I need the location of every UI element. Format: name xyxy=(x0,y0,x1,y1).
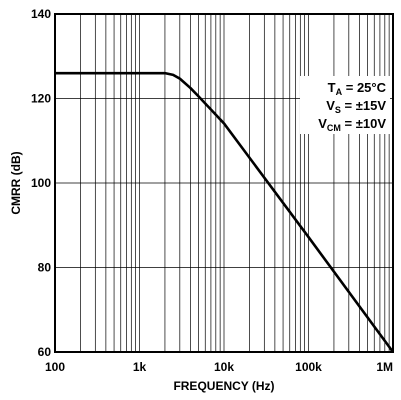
cmrr-curve xyxy=(55,71,395,353)
annotation-vcm: VCM = ±10V xyxy=(318,116,386,133)
y-tick-label: 60 xyxy=(38,345,52,359)
y-tick-label: 80 xyxy=(38,261,52,275)
x-tick-label: 100k xyxy=(295,360,322,374)
y-tick-label: 120 xyxy=(31,92,51,106)
annotation-background xyxy=(300,76,390,134)
plot-frame xyxy=(54,13,394,353)
x-tick-label: 100 xyxy=(45,360,65,374)
annotation-ta: TA = 25°C xyxy=(328,80,387,97)
curve-layer xyxy=(55,71,395,353)
y-tick-label: 100 xyxy=(31,176,51,190)
x-tick-label: 10k xyxy=(214,360,234,374)
x-tick-label: 1k xyxy=(133,360,147,374)
x-axis-label: FREQUENCY (Hz) xyxy=(173,379,274,393)
grid-lines xyxy=(54,13,394,353)
y-tick-labels: 60 80 100 120 140 xyxy=(31,7,51,359)
x-tick-labels: 100 1k 10k 100k 1M xyxy=(45,360,393,374)
y-tick-label: 140 xyxy=(31,7,51,21)
y-axis-label: CMRR (dB) xyxy=(9,151,23,214)
x-tick-label: 1M xyxy=(376,360,393,374)
annotation-vs: VS = ±15V xyxy=(326,98,386,115)
